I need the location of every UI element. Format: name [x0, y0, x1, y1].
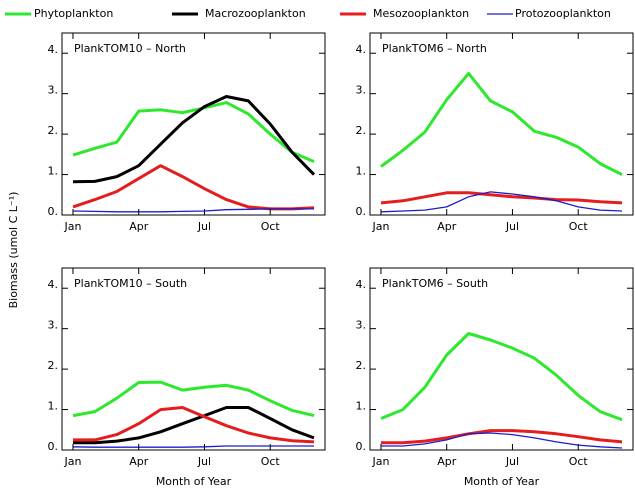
y-tick-label: 3.	[356, 319, 367, 332]
legend-label: Macrozooplankton	[205, 7, 306, 20]
series-line	[72, 95, 316, 184]
series-line	[72, 445, 314, 448]
y-tick-label: 2.	[356, 359, 367, 372]
y-tick-label: 4.	[356, 43, 367, 56]
series-line	[72, 101, 315, 163]
legend-label: Mesozooplankton	[373, 7, 469, 20]
y-tick-label: 3.	[48, 84, 59, 97]
y-tick-label: 2.	[48, 359, 59, 372]
panel-title: PlankTOM6 – South	[382, 277, 488, 290]
x-tick-label: Oct	[261, 455, 281, 468]
series-line	[72, 208, 314, 213]
x-tick-label: Jul	[197, 220, 211, 233]
y-tick-label: 2.	[356, 124, 367, 137]
series-line	[72, 164, 315, 211]
x-tick-label: Jan	[371, 220, 389, 233]
series-line	[381, 432, 623, 449]
x-tick-label: Jul	[505, 220, 519, 233]
panel-title: PlankTOM6 – North	[382, 42, 487, 55]
x-tick-label: Apr	[129, 220, 149, 233]
series-line	[380, 191, 623, 205]
series-line	[380, 71, 623, 176]
x-tick-label: Oct	[569, 220, 589, 233]
x-tick-label: Jan	[63, 220, 81, 233]
x-tick-label: Jul	[505, 455, 519, 468]
x-tick-label: Jan	[63, 455, 81, 468]
y-tick-label: 0.	[356, 205, 367, 218]
x-tick-label: Apr	[437, 455, 457, 468]
y-tick-label: 1.	[356, 165, 367, 178]
y-tick-label: 1.	[48, 165, 59, 178]
plot-frame	[61, 32, 326, 216]
x-axis-label: Month of Year	[156, 475, 232, 488]
x-tick-label: Oct	[569, 455, 589, 468]
y-tick-label: 4.	[48, 278, 59, 291]
x-tick-label: Oct	[261, 220, 281, 233]
series-line	[73, 406, 315, 445]
y-tick-label: 1.	[48, 400, 59, 413]
y-tick-label: 3.	[356, 84, 367, 97]
x-tick-label: Jul	[197, 455, 211, 468]
y-axis-label: Biomass (umol C L⁻¹)	[7, 192, 20, 309]
panel-title: PlankTOM10 – North	[74, 42, 186, 55]
legend-label: Phytoplankton	[34, 7, 113, 20]
series-line	[380, 191, 623, 213]
y-tick-label: 1.	[356, 400, 367, 413]
plot-frame	[369, 267, 634, 451]
x-axis-label: Month of Year	[464, 475, 540, 488]
series-line	[73, 406, 315, 444]
y-tick-label: 3.	[48, 319, 59, 332]
y-tick-label: 2.	[48, 124, 59, 137]
series-line	[380, 332, 623, 422]
x-tick-label: Apr	[437, 220, 457, 233]
legend-label: Protozooplankton	[515, 7, 611, 20]
y-tick-label: 4.	[356, 278, 367, 291]
plot-frame	[61, 267, 326, 451]
series-line	[72, 380, 315, 418]
y-tick-label: 0.	[48, 440, 59, 453]
x-tick-label: Apr	[129, 455, 149, 468]
y-tick-label: 0.	[356, 440, 367, 453]
y-tick-label: 4.	[48, 43, 59, 56]
x-tick-label: Jan	[371, 455, 389, 468]
plot-frame	[369, 32, 634, 216]
series-line	[381, 429, 623, 445]
panel-title: PlankTOM10 – South	[74, 277, 187, 290]
y-tick-label: 0.	[48, 205, 59, 218]
